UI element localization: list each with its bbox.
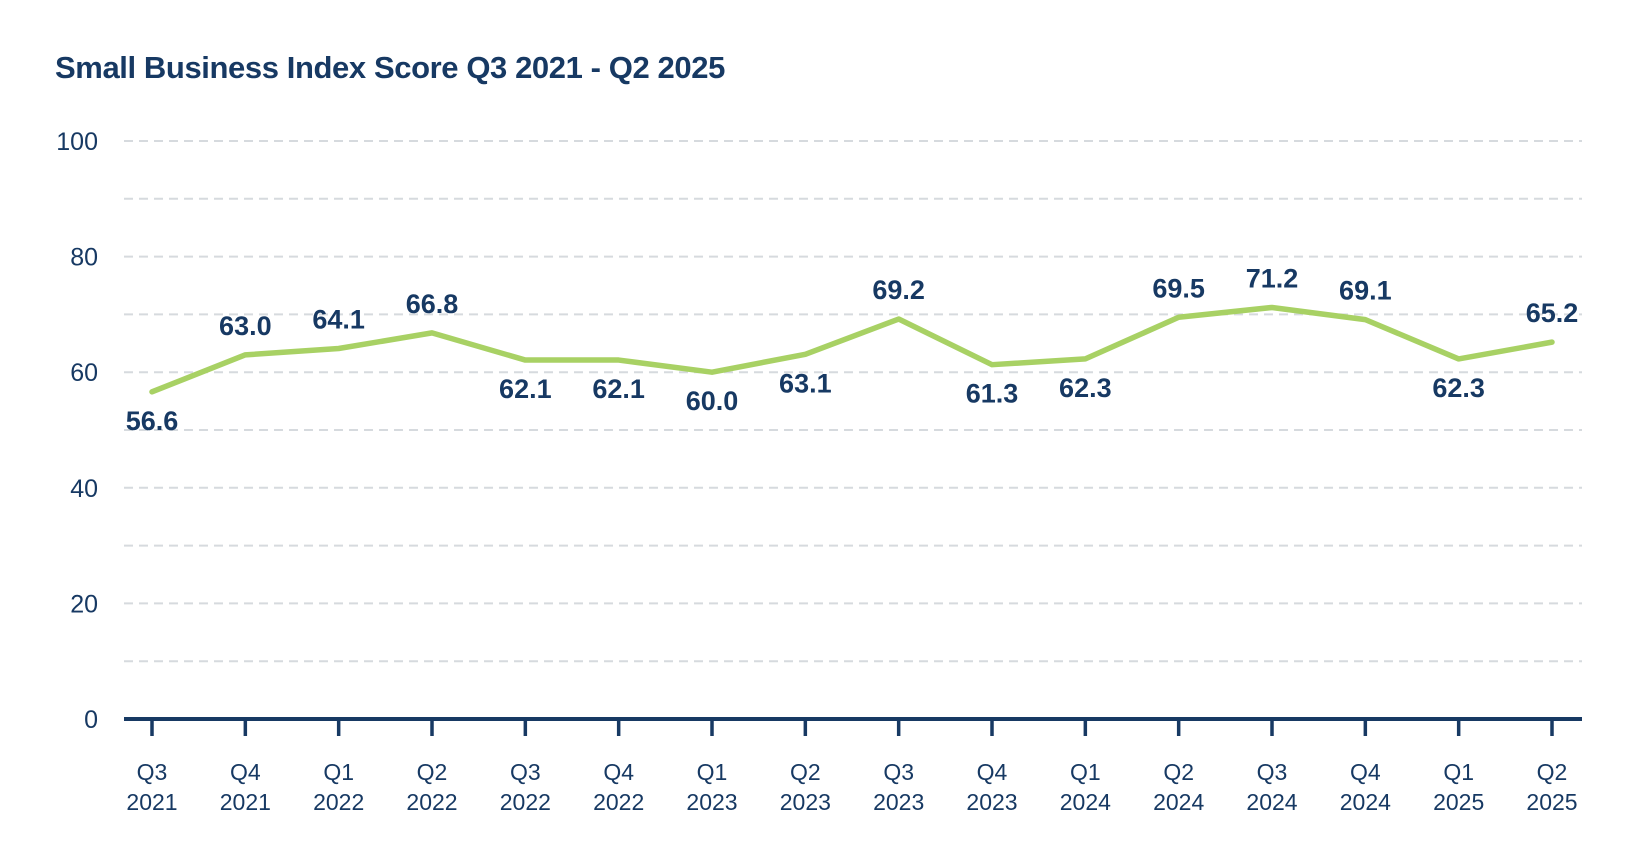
value-label: 63.1 <box>779 368 832 398</box>
value-label: 62.1 <box>592 374 645 404</box>
value-label: 69.2 <box>872 275 925 305</box>
value-label: 62.1 <box>499 374 552 404</box>
y-axis-label: 0 <box>84 706 98 734</box>
value-label: 65.2 <box>1526 298 1579 328</box>
x-axis-label-quarter: Q3 <box>1257 759 1288 785</box>
x-axis-label-quarter: Q3 <box>883 759 914 785</box>
chart-title: Small Business Index Score Q3 2021 - Q2 … <box>55 50 725 85</box>
x-axis-label-quarter: Q2 <box>417 759 448 785</box>
x-axis-label-quarter: Q1 <box>1443 759 1474 785</box>
x-axis-label-year: 2024 <box>1153 789 1204 815</box>
x-axis-label-quarter: Q4 <box>977 759 1008 785</box>
y-axis-label: 80 <box>70 244 98 272</box>
x-axis-label-quarter: Q2 <box>790 759 821 785</box>
value-label: 63.0 <box>219 311 272 341</box>
x-axis-label-quarter: Q1 <box>323 759 354 785</box>
value-label: 66.8 <box>406 289 459 319</box>
y-axis-label: 40 <box>70 475 98 503</box>
value-label: 61.3 <box>966 379 1019 409</box>
x-axis-label-year: 2024 <box>1246 789 1297 815</box>
x-axis-label-year: 2021 <box>126 789 177 815</box>
x-axis-label-year: 2022 <box>406 789 457 815</box>
x-axis-label-year: 2024 <box>1060 789 1111 815</box>
y-axis-label: 100 <box>56 128 98 156</box>
value-label: 56.6 <box>126 406 179 436</box>
x-axis-label-year: 2022 <box>313 789 364 815</box>
x-axis-label-year: 2025 <box>1526 789 1577 815</box>
x-axis-label-year: 2025 <box>1433 789 1484 815</box>
x-axis-label-year: 2023 <box>780 789 831 815</box>
x-axis-label-year: 2024 <box>1340 789 1391 815</box>
x-axis-label-quarter: Q4 <box>1350 759 1381 785</box>
x-axis-label-quarter: Q4 <box>603 759 634 785</box>
value-label: 62.3 <box>1432 373 1485 403</box>
x-axis-label-quarter: Q1 <box>697 759 728 785</box>
y-axis-label: 20 <box>70 590 98 618</box>
x-axis-label-quarter: Q3 <box>510 759 541 785</box>
x-axis-label-quarter: Q4 <box>230 759 261 785</box>
x-axis-label-year: 2023 <box>966 789 1017 815</box>
x-axis-label-quarter: Q2 <box>1163 759 1194 785</box>
y-axis-label: 60 <box>70 359 98 387</box>
value-label: 71.2 <box>1246 263 1299 293</box>
value-label: 64.1 <box>312 305 365 335</box>
series-line <box>149 304 1555 395</box>
x-axis-label-quarter: Q3 <box>137 759 168 785</box>
x-axis-label-quarter: Q1 <box>1070 759 1101 785</box>
value-label: 62.3 <box>1059 373 1112 403</box>
x-axis-label-quarter: Q2 <box>1537 759 1568 785</box>
x-axis-label-year: 2022 <box>593 789 644 815</box>
x-axis-label-year: 2021 <box>220 789 271 815</box>
x-axis-label-year: 2022 <box>500 789 551 815</box>
value-label: 69.5 <box>1152 273 1205 303</box>
value-label: 60.0 <box>686 386 739 416</box>
x-axis-label-year: 2023 <box>873 789 924 815</box>
x-axis-label-year: 2023 <box>686 789 737 815</box>
value-label: 69.1 <box>1339 276 1392 306</box>
